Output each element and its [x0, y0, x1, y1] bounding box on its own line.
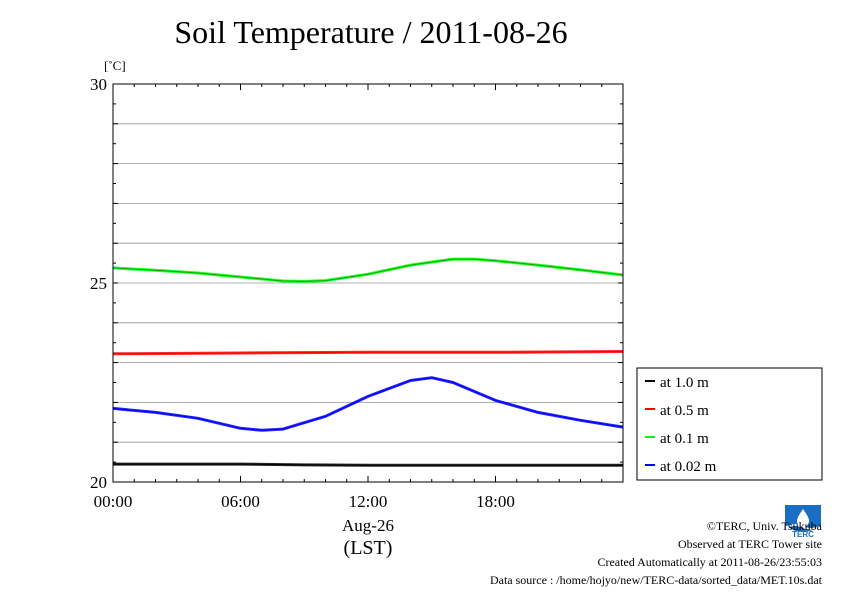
legend-label: at 1.0 m: [660, 375, 709, 391]
x-tick-label: 06:00: [221, 492, 260, 511]
y-tick-label: 30: [90, 75, 107, 94]
x-axis-date-label: Aug-26: [342, 516, 394, 535]
y-tick-label: 25: [90, 274, 107, 293]
y-axis-unit: [˚C]: [104, 58, 126, 73]
axis-ticks: 20 25 30 00:00 06:00 12:00 18:00: [90, 75, 624, 511]
created-text: Created Automatically at 2011-08-26/23:5…: [597, 555, 822, 569]
legend-box: [636, 367, 823, 481]
series-line-3: [112, 376, 624, 432]
series-lines: [112, 257, 624, 467]
logo-text: TERC: [792, 530, 814, 539]
source-text: Data source : /home/hojyo/new/TERC-data/…: [489, 573, 822, 587]
terc-logo: TERC: [783, 503, 823, 539]
x-tick-label: 18:00: [476, 492, 515, 511]
legend: at 1.0 m at 0.5 m at 0.1 m at 0.02 m: [636, 367, 823, 481]
series-core-1: [112, 351, 624, 355]
chart-title: Soil Temperature / 2011-08-26: [174, 14, 568, 50]
series-core-0: [113, 463, 623, 466]
legend-label: at 0.5 m: [660, 403, 709, 419]
x-tick-label: 12:00: [349, 492, 388, 511]
legend-label: at 0.02 m: [660, 459, 717, 475]
observed-text: Observed at TERC Tower site: [677, 537, 822, 551]
grid-lines: [113, 123, 623, 443]
series-core-3: [112, 377, 624, 431]
legend-label: at 0.1 m: [660, 431, 709, 447]
series-core-2: [112, 258, 624, 282]
copyright-text: ©TERC, Univ. Tsukuba: [706, 519, 822, 533]
x-axis-label: (LST): [344, 537, 393, 559]
series-line-2: [112, 257, 624, 283]
x-tick-label: 00:00: [94, 492, 133, 511]
y-tick-label: 20: [90, 473, 107, 492]
